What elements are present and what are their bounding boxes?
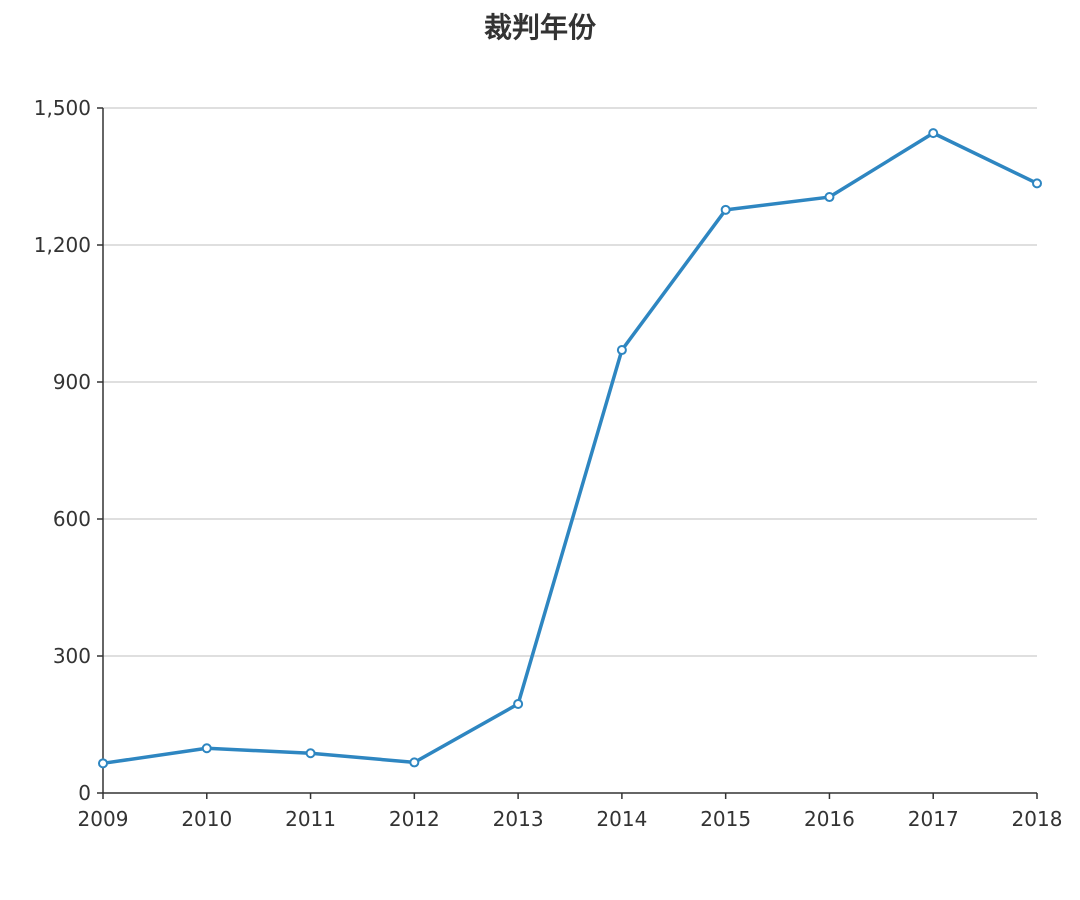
series-polyline bbox=[101, 131, 1039, 766]
data-point bbox=[1032, 178, 1042, 189]
series-line bbox=[101, 131, 1039, 766]
data-point bbox=[720, 204, 731, 215]
x-tick-label: 2012 bbox=[389, 807, 440, 831]
y-tick-label: 1,500 bbox=[34, 96, 91, 120]
x-tick-label: 2017 bbox=[908, 807, 959, 831]
data-point bbox=[824, 192, 835, 203]
x-tick-label: 2009 bbox=[78, 807, 129, 831]
x-tick-label: 2011 bbox=[285, 807, 336, 831]
y-tick-label: 600 bbox=[53, 507, 91, 531]
x-tick-label: 2018 bbox=[1012, 807, 1063, 831]
data-points bbox=[98, 128, 1042, 769]
y-tick-label: 300 bbox=[53, 644, 91, 668]
data-point bbox=[409, 757, 420, 768]
data-point bbox=[201, 743, 212, 754]
x-tick-label: 2015 bbox=[700, 807, 751, 831]
data-point bbox=[98, 758, 108, 769]
chart-title: 裁判年份 bbox=[483, 11, 596, 44]
x-tick-labels: 2009 2010 2011 2012 2013 2014 2015 2016 2017 2018 bbox=[78, 807, 1063, 831]
data-point bbox=[513, 698, 524, 709]
y-tick-labels: 0 300 600 900 1,200 1,500 bbox=[34, 96, 91, 805]
x-tick-label: 2014 bbox=[596, 807, 647, 831]
axes bbox=[97, 107, 1038, 799]
x-tick-label: 2010 bbox=[181, 807, 232, 831]
data-point bbox=[928, 128, 939, 139]
x-tick-label: 2013 bbox=[493, 807, 544, 831]
grid-lines bbox=[103, 107, 1037, 657]
data-point bbox=[616, 345, 627, 356]
y-tick-label: 1,200 bbox=[34, 233, 91, 257]
y-tick-label: 900 bbox=[53, 370, 91, 394]
y-tick-label: 0 bbox=[78, 781, 91, 805]
data-point bbox=[305, 748, 316, 759]
x-tick-label: 2016 bbox=[804, 807, 855, 831]
